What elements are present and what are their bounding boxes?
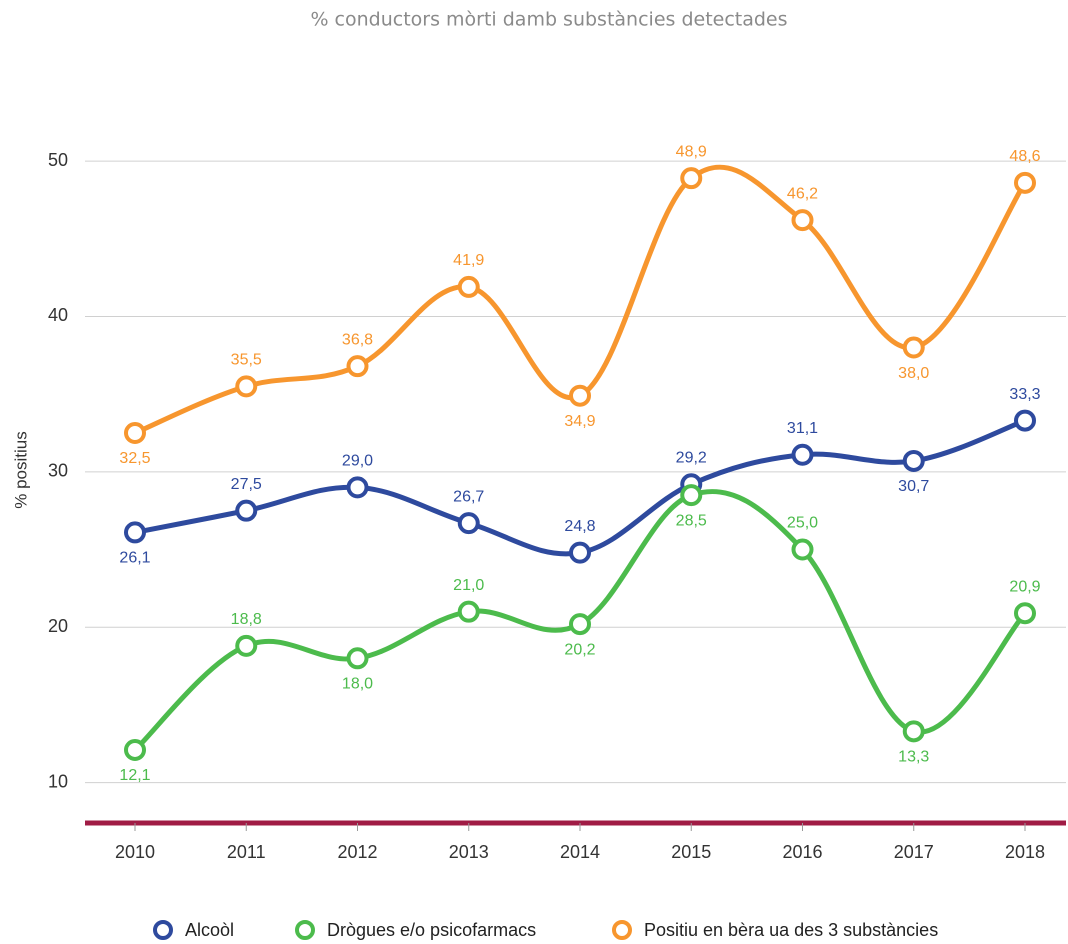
data-label: 18,0: [342, 676, 373, 693]
point-marker: [902, 336, 925, 359]
data-label: 30,7: [898, 478, 929, 495]
data-label: 35,5: [231, 352, 262, 369]
data-label: 29,2: [676, 449, 707, 466]
data-label: 48,9: [676, 143, 707, 160]
point-marker: [569, 541, 591, 564]
data-label: 24,8: [564, 518, 595, 535]
point-marker: [902, 449, 925, 472]
point-marker: [457, 600, 480, 623]
data-label: 46,2: [787, 185, 818, 202]
data-label: 48,6: [1009, 148, 1040, 165]
point-marker: [235, 634, 258, 657]
x-tick-label: 2012: [337, 842, 377, 862]
point-marker: [791, 538, 814, 561]
data-label: 31,1: [787, 420, 818, 437]
data-label: 38,0: [898, 365, 929, 382]
legend-label: Drògues e/o psicofarmacs: [327, 920, 536, 940]
data-label: 26,7: [453, 488, 484, 505]
data-label: 20,2: [564, 641, 595, 658]
data-label: 21,0: [453, 577, 484, 594]
point-marker: [124, 421, 146, 444]
point-marker: [791, 443, 814, 466]
y-tick-label: 30: [48, 461, 68, 481]
x-tick-label: 2018: [1005, 842, 1045, 862]
x-tick-label: 2015: [671, 842, 711, 862]
point-marker: [1014, 171, 1036, 194]
legend-marker: [153, 920, 173, 940]
data-label: 34,9: [564, 413, 595, 430]
x-tick-label: 2013: [449, 842, 489, 862]
data-label: 18,8: [231, 611, 262, 628]
data-label: 33,3: [1009, 386, 1040, 403]
y-axis-label: % positius: [11, 431, 30, 508]
point-marker: [569, 613, 591, 636]
x-tick-label: 2014: [560, 842, 600, 862]
data-label: 13,3: [898, 749, 929, 766]
y-tick-label: 10: [48, 771, 68, 791]
point-marker: [791, 209, 814, 232]
point-marker: [346, 355, 369, 378]
point-marker: [680, 484, 703, 507]
data-label: 26,1: [119, 550, 150, 567]
x-tick-label: 2011: [227, 842, 266, 862]
data-label: 27,5: [231, 476, 262, 493]
data-label: 20,9: [1009, 578, 1040, 595]
data-label: 36,8: [342, 331, 373, 348]
point-marker: [124, 738, 146, 761]
point-marker: [680, 167, 703, 190]
point-marker: [902, 720, 925, 743]
point-marker: [1014, 409, 1036, 432]
chart-title: % conductors mòrti damb substàncies dete…: [310, 9, 787, 31]
point-marker: [235, 375, 258, 398]
legend-marker: [612, 920, 632, 940]
point-marker: [457, 512, 480, 535]
legend-label: Alcoòl: [185, 920, 234, 940]
series-line: [134, 164, 1028, 436]
point-marker: [457, 275, 480, 298]
data-label: 29,0: [342, 453, 373, 470]
point-marker: [124, 521, 146, 544]
data-label: 12,1: [119, 767, 150, 784]
series-line: [133, 489, 1027, 752]
point-marker: [346, 476, 369, 499]
y-tick-label: 40: [48, 305, 68, 325]
legend-marker: [295, 920, 315, 940]
legend-label: Positiu en bèra ua des 3 substàncies: [644, 920, 938, 940]
point-marker: [346, 647, 369, 670]
y-tick-label: 20: [48, 616, 68, 636]
x-tick-label: 2017: [894, 842, 934, 862]
x-tick-label: 2016: [782, 842, 822, 862]
x-tick-label: 2010: [115, 842, 155, 862]
data-label: 32,5: [119, 450, 150, 467]
y-tick-label: 50: [48, 150, 68, 170]
data-label: 25,0: [787, 515, 818, 532]
point-marker: [235, 499, 258, 522]
point-marker: [569, 384, 591, 407]
data-label: 41,9: [453, 252, 484, 269]
data-label: 28,5: [676, 512, 707, 529]
point-marker: [1014, 602, 1036, 625]
